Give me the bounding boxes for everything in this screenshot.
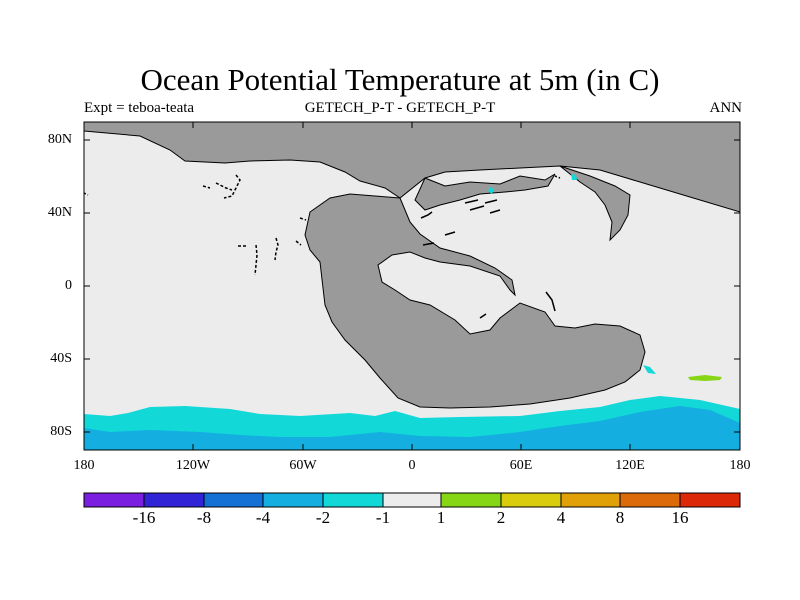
lat-label-80s: 80S (50, 424, 72, 439)
land-asia-extension (559, 165, 631, 242)
lat-label-40s: 40S (50, 351, 72, 366)
lon-label-0: 0 (408, 458, 416, 473)
anomaly-patch-green (688, 375, 722, 381)
lon-label-60e: 60E (509, 458, 533, 473)
colorbar-swatch (262, 492, 324, 508)
lon-label-120w: 120W (175, 458, 211, 473)
island-fragment-2 (238, 217, 307, 276)
colorbar-label: -8 (196, 508, 212, 527)
model-label: GETECH_P-T - GETECH_P-T (304, 100, 496, 116)
colorbar-swatch (83, 492, 145, 508)
colorbar-swatch (203, 492, 264, 508)
lon-label-180e: 180 (729, 458, 751, 473)
colorbar-swatch (619, 492, 681, 508)
lat-label-80n: 80N (47, 132, 72, 147)
lon-label-180w: 180 (73, 458, 95, 473)
season-label: ANN (709, 100, 743, 116)
colorbar-label: 1 (436, 508, 446, 527)
lon-label-120e: 120E (615, 458, 645, 473)
lon-label-60w: 60W (289, 458, 317, 473)
colorbar-label: -4 (255, 508, 271, 527)
colorbar-label: 2 (496, 508, 506, 527)
colorbar-label: 8 (615, 508, 625, 527)
map-title: Ocean Potential Temperature at 5m (in C) (140, 62, 660, 97)
anomaly-band-blue (84, 406, 740, 450)
colorbar-swatch (679, 492, 741, 508)
land-pangaea (304, 193, 646, 409)
colorbar-label: -16 (132, 508, 156, 527)
land-east-ridge (414, 173, 556, 211)
island-fragment-4 (83, 175, 561, 196)
colorbar-swatch (143, 492, 205, 508)
anomaly-patch-cyan-2 (571, 174, 577, 180)
colorbar-swatch (500, 492, 562, 508)
land-north-polar (83, 121, 741, 213)
anomaly-patch-cyan-1 (488, 187, 494, 194)
lat-label-40n: 40N (47, 205, 72, 220)
colorbar (83, 492, 741, 508)
colorbar-label: 16 (671, 508, 689, 527)
colorbar-label: -1 (375, 508, 391, 527)
colorbar-label: 4 (556, 508, 566, 527)
lat-label-eq: 0 (65, 278, 72, 293)
colorbar-swatch (440, 492, 502, 508)
colorbar-swatch (560, 492, 621, 508)
island-fragment-1 (202, 174, 241, 199)
colorbar-swatch (322, 492, 384, 508)
anomaly-patch-cyan-3 (643, 365, 656, 374)
colorbar-label: -2 (315, 508, 331, 527)
colorbar-swatch (382, 492, 442, 508)
experiment-label: Expt = teboa-teata (84, 100, 195, 116)
island-fragment-3 (420, 199, 556, 319)
tick-marks (84, 122, 740, 450)
